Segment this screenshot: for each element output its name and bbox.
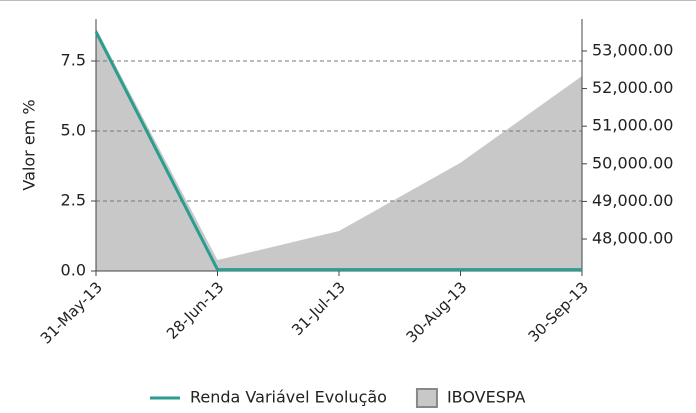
x-tick-label: 30-Sep-13 xyxy=(525,278,592,345)
y2-tick-label: 49,000.00 xyxy=(592,191,673,210)
legend-label: Renda Variável Evolução xyxy=(190,388,387,407)
x-tick-label: 31-Jul-13 xyxy=(288,278,349,339)
x-tick-label: 30-Aug-13 xyxy=(403,278,471,346)
y-axis-label: Valor em % xyxy=(20,99,39,190)
x-tick-label: 28-Jun-13 xyxy=(163,278,228,343)
legend-swatch xyxy=(415,388,438,408)
y-tick-label: 2.5 xyxy=(61,191,86,210)
y2-tick-label: 53,000.00 xyxy=(592,40,673,59)
area xyxy=(96,27,582,271)
y-tick-label: 7.5 xyxy=(61,51,86,70)
y-tick-label: 0.0 xyxy=(61,261,86,280)
line xyxy=(94,31,582,272)
y2-tick-label: 52,000.00 xyxy=(592,78,673,97)
y2-tick-label: 51,000.00 xyxy=(592,116,673,135)
y-tick-label: 5.0 xyxy=(61,121,86,140)
y2-tick-label: 50,000.00 xyxy=(592,153,673,172)
legend-label: IBOVESPA xyxy=(447,388,526,407)
x-tick-label: 31-May-13 xyxy=(37,278,106,347)
y2-tick-label: 48,000.00 xyxy=(592,229,673,248)
